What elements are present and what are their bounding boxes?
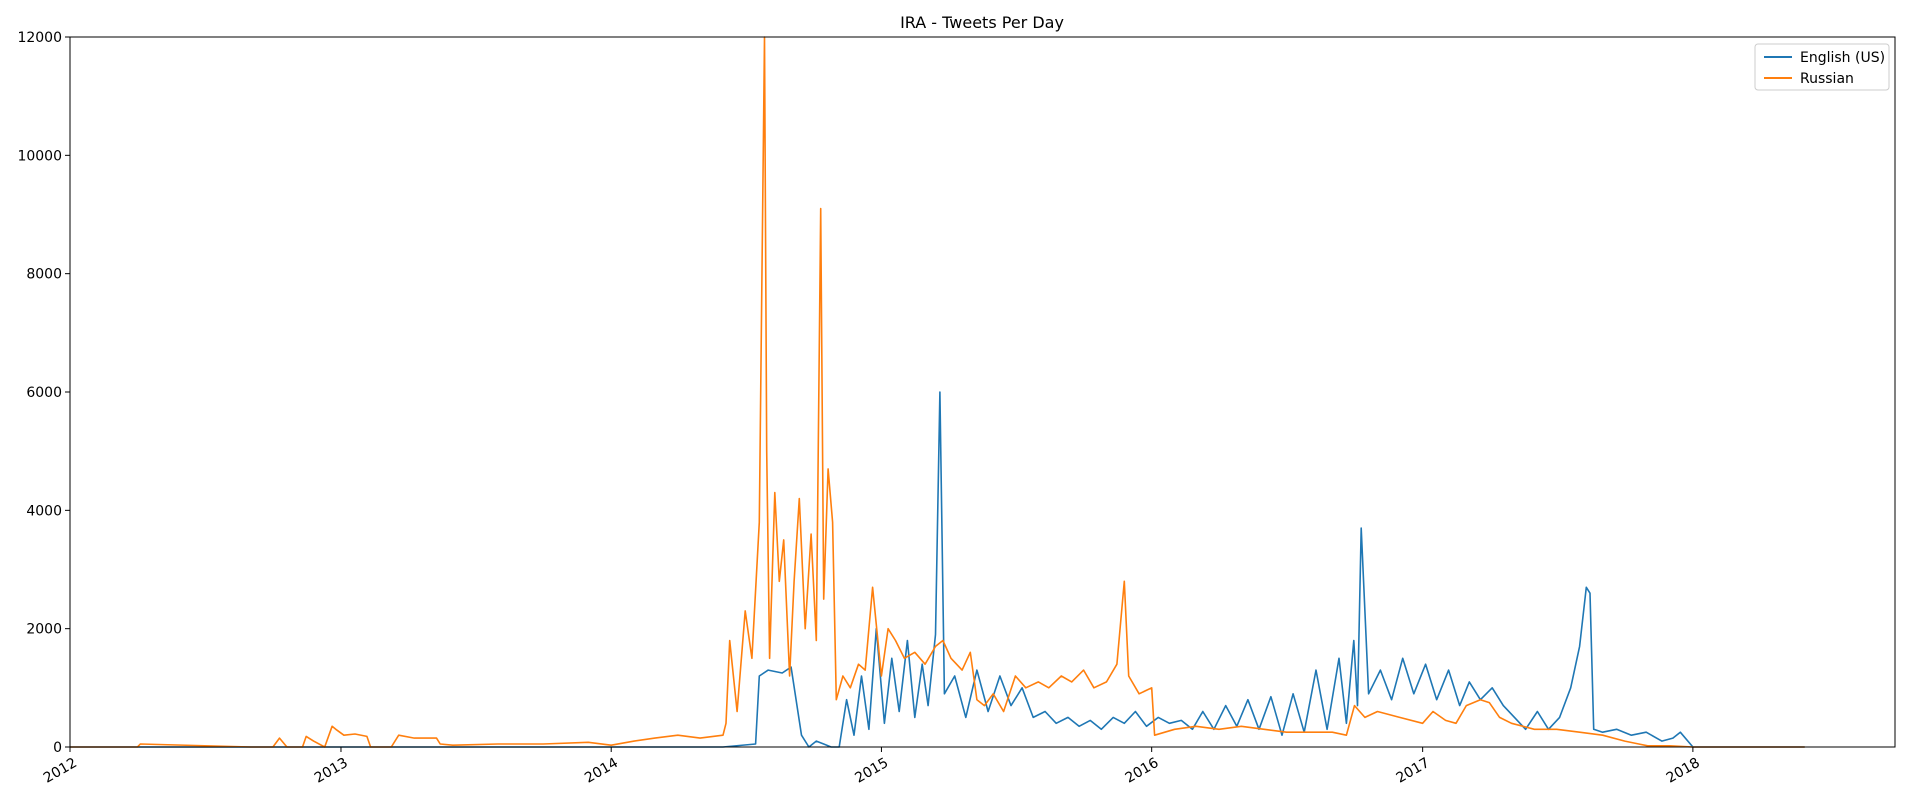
y-tick-label: 10000: [17, 148, 62, 164]
series-line-russian: [70, 36, 1805, 748]
series-line-english-us: [70, 391, 1805, 748]
legend-label-english-us: English (US): [1800, 50, 1885, 66]
y-tick-label: 8000: [26, 267, 62, 283]
series-layer: [70, 36, 1805, 748]
plot-area: [70, 37, 1895, 747]
y-tick-label: 12000: [17, 30, 62, 46]
chart-title: IRA - Tweets Per Day: [900, 13, 1064, 32]
y-tick-label: 6000: [26, 385, 62, 401]
y-tick-label: 0: [53, 740, 62, 756]
y-axis: 0 2000 4000 6000 8000 10000 12000: [17, 30, 70, 756]
y-tick-label: 2000: [26, 622, 62, 638]
legend-label-russian: Russian: [1800, 71, 1854, 87]
y-tick-label: 4000: [26, 503, 62, 519]
legend: English (US) Russian: [1754, 43, 1890, 91]
